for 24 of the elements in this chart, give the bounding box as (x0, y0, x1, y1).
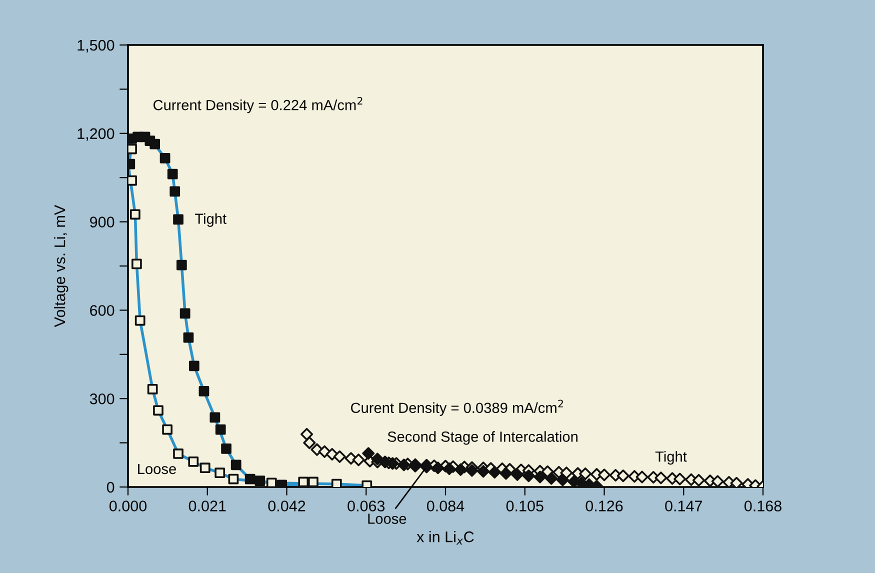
y-tick-label: 0 (106, 482, 114, 493)
annotation: Tight (195, 213, 226, 227)
y-tick-label: 900 (90, 216, 114, 228)
x-tick-label: 0.021 (188, 500, 226, 512)
annotation: Curent Density = 0.0389 mA/cm$^{2}$ (350, 400, 563, 416)
annotation: Second Stage of Intercalation (388, 431, 578, 445)
x-axis-title: x in Li$_{x}$C (416, 531, 474, 545)
y-tick-label: 1,200 (78, 128, 114, 141)
x-tick-label: 0.084 (426, 500, 464, 512)
x-tick-label: 0.126 (586, 500, 623, 512)
x-tick-label: 0.000 (109, 500, 147, 512)
y-tick-label: 600 (90, 305, 114, 316)
x-tick-label: 0.168 (744, 500, 782, 512)
x-tick-label: 0.147 (665, 500, 702, 512)
annotation: Loose (138, 464, 176, 474)
y-tick-label: 1,500 (78, 40, 114, 52)
x-tick-label: 0.105 (506, 500, 544, 512)
y-axis-title: Voltage vs. Li, mV (54, 204, 68, 328)
annotation: Current Density = 0.224 mA/cm$^{2}$ (154, 96, 362, 114)
x-tick-label: 0.063 (348, 500, 385, 512)
annotation: Tight (655, 451, 687, 465)
x-tick-label: 0.042 (268, 500, 306, 512)
annotation: Loose (368, 514, 406, 524)
y-tick-label: 300 (90, 393, 114, 404)
